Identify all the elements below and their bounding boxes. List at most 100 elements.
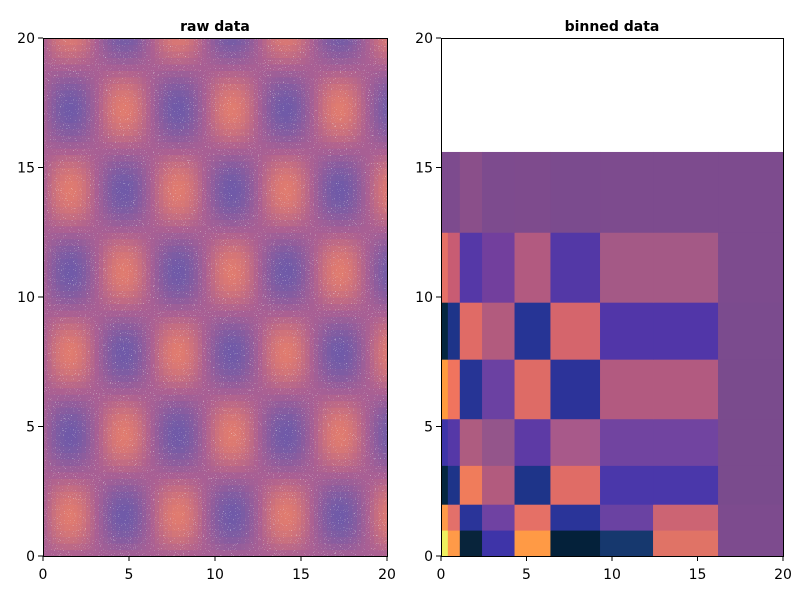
raw-data-cell bbox=[150, 38, 156, 46]
raw-data-cell bbox=[249, 471, 255, 479]
raw-data-cell bbox=[249, 83, 255, 91]
raw-data-cell bbox=[64, 342, 70, 350]
raw-data-cell bbox=[116, 70, 121, 78]
raw-data-cell bbox=[94, 536, 100, 544]
raw-data-cell bbox=[137, 193, 143, 201]
raw-data-cell bbox=[232, 400, 238, 408]
raw-data-cell bbox=[107, 225, 113, 233]
raw-data-cell bbox=[111, 426, 117, 434]
raw-data-cell bbox=[240, 238, 246, 246]
raw-data-cell bbox=[193, 245, 199, 253]
raw-data-cell bbox=[266, 173, 272, 182]
raw-data-cell bbox=[202, 57, 207, 65]
raw-data-cell bbox=[68, 148, 74, 156]
raw-data-cell bbox=[266, 478, 272, 486]
raw-data-cell bbox=[236, 44, 242, 52]
raw-data-cell bbox=[301, 245, 306, 253]
raw-data-cell bbox=[154, 342, 160, 350]
raw-data-cell bbox=[133, 89, 139, 97]
raw-data-cell bbox=[219, 394, 225, 402]
raw-data-cell bbox=[249, 394, 255, 402]
raw-data-cell bbox=[129, 102, 134, 110]
raw-data-cell bbox=[81, 63, 87, 71]
raw-data-cell bbox=[270, 335, 276, 343]
raw-data-cell bbox=[60, 212, 66, 220]
raw-data-cell bbox=[94, 348, 100, 356]
raw-data-cell bbox=[137, 264, 143, 272]
raw-data-cell bbox=[55, 57, 61, 65]
raw-data-cell bbox=[215, 484, 220, 492]
raw-data-cell bbox=[262, 271, 268, 279]
raw-data-cell bbox=[107, 212, 113, 220]
raw-data-cell bbox=[81, 199, 87, 207]
raw-data-cell bbox=[279, 284, 285, 292]
raw-data-cell bbox=[154, 50, 160, 59]
raw-data-cell bbox=[197, 50, 203, 59]
raw-data-cell bbox=[270, 497, 276, 505]
raw-data-cell bbox=[236, 193, 242, 201]
raw-data-cell bbox=[60, 335, 66, 343]
raw-data-cell bbox=[172, 549, 177, 557]
raw-data-cell bbox=[124, 361, 130, 369]
raw-data-cell bbox=[94, 504, 100, 512]
raw-data-cell bbox=[240, 303, 246, 311]
raw-data-cell bbox=[103, 478, 109, 486]
raw-data-cell bbox=[55, 154, 61, 162]
raw-data-cell bbox=[206, 381, 212, 389]
raw-data-cell bbox=[266, 309, 272, 318]
raw-data-cell bbox=[236, 63, 242, 71]
raw-data-cell bbox=[51, 465, 57, 473]
raw-data-cell bbox=[103, 549, 109, 557]
raw-data-cell bbox=[292, 368, 298, 376]
raw-data-cell bbox=[60, 44, 66, 52]
raw-data-cell bbox=[184, 297, 190, 305]
raw-data-cell bbox=[236, 238, 242, 246]
raw-data-cell bbox=[60, 342, 66, 350]
raw-data-cell bbox=[47, 115, 53, 123]
raw-data-cell bbox=[60, 530, 66, 538]
raw-data-cell bbox=[150, 361, 156, 369]
raw-data-cell bbox=[81, 374, 87, 382]
raw-data-cell bbox=[64, 199, 70, 207]
raw-data-cell bbox=[210, 180, 216, 188]
raw-data-cell bbox=[279, 543, 285, 551]
raw-data-cell bbox=[167, 420, 173, 428]
raw-data-cell bbox=[258, 154, 263, 162]
raw-data-cell bbox=[227, 63, 233, 71]
raw-data-cell bbox=[275, 374, 281, 382]
raw-data-cell bbox=[154, 238, 160, 246]
raw-data-cell bbox=[81, 258, 87, 266]
raw-data-cell bbox=[94, 368, 100, 376]
raw-data-cell bbox=[223, 277, 229, 285]
raw-data-cell bbox=[279, 219, 285, 227]
raw-data-cell bbox=[81, 329, 87, 337]
raw-data-cell bbox=[73, 238, 78, 246]
raw-data-cell bbox=[103, 420, 109, 428]
raw-data-cell bbox=[116, 180, 121, 188]
raw-data-cell bbox=[227, 89, 233, 97]
raw-data-cell bbox=[202, 63, 207, 71]
raw-data-cell bbox=[167, 458, 173, 466]
raw-data-cell bbox=[124, 471, 130, 479]
raw-data-cell bbox=[120, 284, 126, 292]
raw-data-cell bbox=[262, 219, 268, 227]
raw-data-cell bbox=[227, 348, 233, 356]
raw-data-cell bbox=[172, 161, 177, 169]
raw-data-cell bbox=[292, 348, 298, 356]
raw-data-cell bbox=[193, 478, 199, 486]
raw-data-cell bbox=[86, 471, 91, 479]
raw-data-cell bbox=[275, 199, 281, 207]
raw-data-cell bbox=[141, 193, 147, 201]
raw-data-cell bbox=[163, 504, 169, 512]
raw-data-cell bbox=[81, 212, 87, 220]
raw-data-cell bbox=[94, 271, 100, 279]
raw-data-cell bbox=[81, 161, 87, 169]
raw-data-cell bbox=[141, 186, 147, 194]
raw-data-cell bbox=[180, 413, 186, 421]
raw-data-cell bbox=[68, 322, 74, 330]
raw-data-cell bbox=[90, 232, 96, 240]
raw-data-cell bbox=[296, 465, 302, 473]
raw-data-cell bbox=[163, 277, 169, 285]
raw-data-cell bbox=[193, 102, 199, 110]
raw-data-cell bbox=[219, 413, 225, 421]
